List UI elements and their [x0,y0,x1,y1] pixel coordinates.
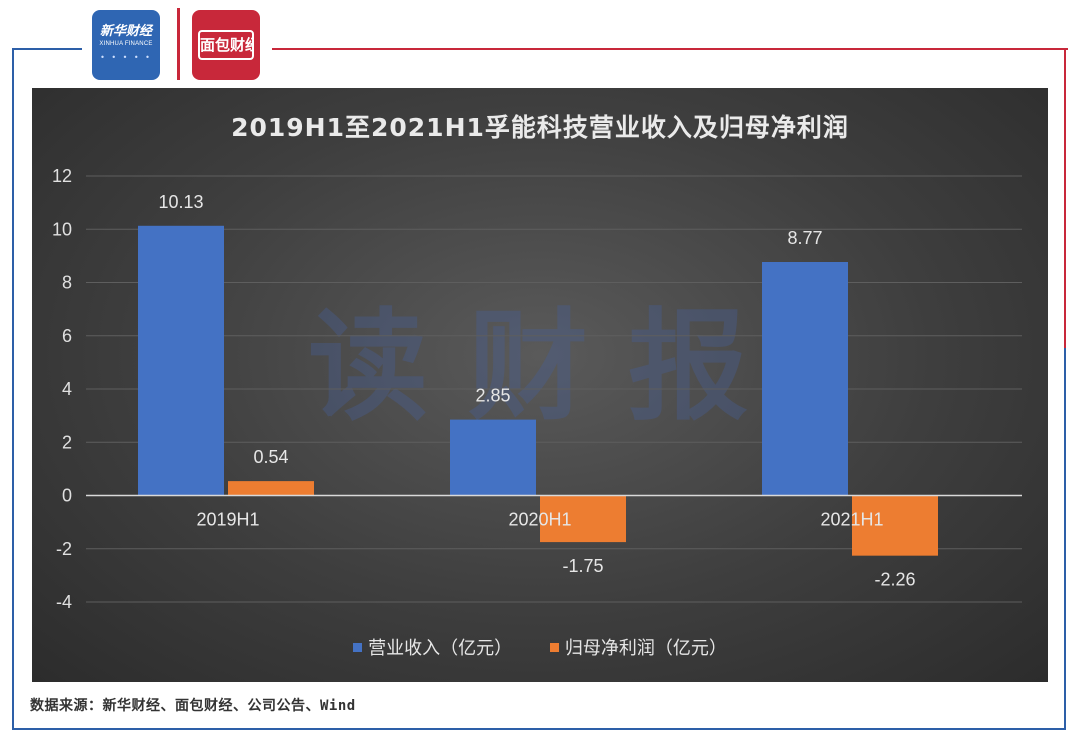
logo-right-text: 面包财经 [198,30,254,60]
logo-dots-icon: • • • • • [100,53,152,62]
legend-swatch-net-profit [549,643,559,652]
legend-label-net-profit: 归母净利润（亿元） [564,638,727,659]
chart-legend: 营业收入（亿元） 归母净利润（亿元） [0,634,1080,660]
legend-swatch-revenue [353,643,363,652]
mianbao-finance-logo: 面包财经 [192,10,260,80]
source-note: 数据来源：新华财经、面包财经、公司公告、Wind [30,698,356,714]
frame-right-accent [1064,48,1066,348]
chart-title: 2019H1至2021H1孚能科技营业收入及归母净利润 [231,113,849,142]
legend-item-net-profit: 归母净利润（亿元） [549,634,727,660]
logo-left-subtitle: XINHUA FINANCE [99,41,153,47]
frame-top-left-line [12,48,82,50]
watermark: 读财报 [308,296,788,437]
xinhua-finance-logo: 新华财经 XINHUA FINANCE • • • • • [92,10,160,80]
legend-item-revenue: 营业收入（亿元） [353,634,512,660]
outer-frame [12,48,1066,730]
legend-label-revenue: 营业收入（亿元） [368,638,513,659]
logo-divider [177,8,180,80]
frame-top-right-line [272,48,1068,50]
logo-left-title: 新华财经 [99,24,152,39]
